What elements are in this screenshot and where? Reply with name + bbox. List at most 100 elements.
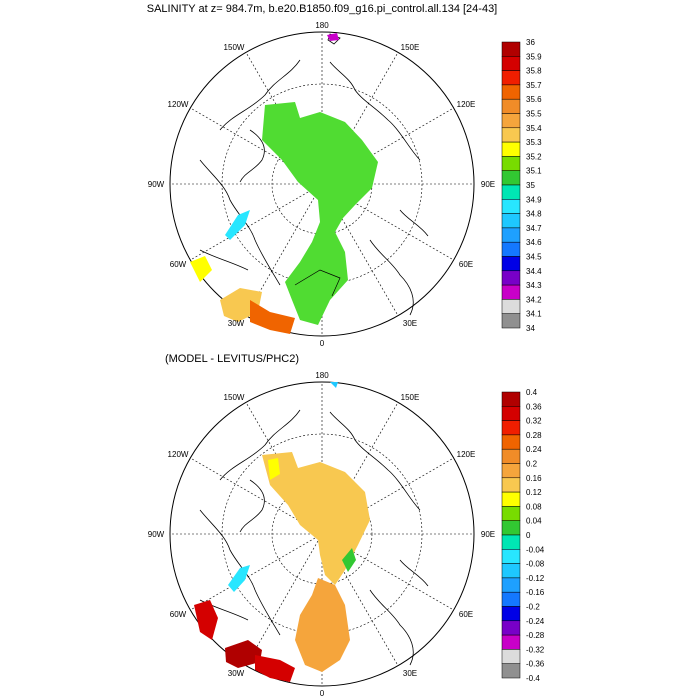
colorbar-swatch [501,127,521,143]
region-35-1-35-2 [262,102,378,325]
colorbar-swatch [501,448,521,464]
region-0-4 [225,640,262,668]
colorbar-swatch [501,534,521,550]
colorbar-label: -0.24 [526,617,545,626]
data-regions [194,382,370,682]
colorbar-swatch [501,463,521,479]
colorbar-swatch [501,170,521,186]
panel-1-title: SALINITY at z= 984.7m, b.e20.B1850.f09_g… [147,3,498,15]
colorbar-label: 35.3 [526,138,542,147]
region-35-3 [190,256,212,282]
colorbar-swatch [501,391,521,407]
lon-label: 30W [228,319,245,328]
colorbar-label: 35.6 [526,95,542,104]
colorbar-label: 0.4 [526,388,538,397]
colorbar-swatch [501,663,521,679]
lon-label: 30W [228,669,245,678]
colorbar-label: 35.8 [526,67,542,76]
lon-label: 120E [457,100,476,109]
colorbar-label: 35.4 [526,124,542,133]
lon-label: 180 [315,371,329,380]
colorbar-swatch [501,406,521,421]
colorbar-label: -0.32 [526,645,545,654]
colorbar-label: 0.24 [526,445,542,454]
polar-map-salinity: 180 150E 120E 90E 60E 30E 0 30W 60W 90W … [148,21,495,348]
lon-label: 150E [401,43,420,52]
colorbar-swatch [501,199,521,214]
polar-map-difference: 180 150E 120E 90E 60E 30E 0 30W 60W 90W … [148,371,495,698]
colorbar-label: 0.32 [526,417,542,426]
colorbar-swatch [501,41,521,57]
colorbar-swatch [501,227,521,243]
lon-label: 120W [168,450,189,459]
colorbar-label: 34.9 [526,195,542,204]
lon-label: 120E [457,450,476,459]
colorbar-label: 0 [526,531,531,540]
colorbar-label: 35 [526,181,535,190]
colorbar-label: -0.08 [526,560,545,569]
colorbar-swatch [501,98,521,114]
colorbar-swatch [501,256,521,272]
colorbar-label: 35.2 [526,152,542,161]
lon-label: 0 [320,689,325,698]
colorbar-label: 0.08 [526,502,542,511]
region-0-36 [194,600,218,640]
colorbar-swatch [501,84,521,100]
colorbar-label: 0.36 [526,402,542,411]
colorbar-swatch [501,434,521,450]
colorbar-swatch [501,284,521,300]
colorbar-swatch [501,577,521,593]
region-0-12-0-16 [262,452,370,585]
lon-label: 60W [170,610,187,619]
colorbar-swatch [501,549,521,564]
region-neg-0-04 [228,565,250,592]
region-neg-0-08 [330,382,338,388]
colorbar-label: 34 [526,324,535,333]
colorbar-label: 34.2 [526,295,542,304]
colorbar-swatch [501,491,521,507]
region-35-7 [250,300,295,334]
colorbar-label: 34.6 [526,238,542,247]
lon-label: 0 [320,339,325,348]
lon-label: 90W [148,530,165,539]
colorbar-label: -0.12 [526,574,545,583]
lon-label: 90E [481,530,495,539]
colorbar-label: 34.3 [526,281,542,290]
colorbar-swatch [501,620,521,636]
colorbar-label: -0.04 [526,545,545,554]
region-34-3 [327,33,339,41]
colorbar-salinity: 36 35.9 35.8 35.7 35.6 35.5 35.4 35.3 35.2 35.1 35… [501,38,542,333]
colorbar-label: -0.16 [526,588,545,597]
lon-label: 150W [224,393,245,402]
data-regions [190,33,378,334]
region-0-36 [255,655,295,682]
colorbar-label: 34.4 [526,267,542,276]
colorbar-label: 35.5 [526,110,542,119]
region-0-2-0-24 [295,578,350,672]
colorbar-label: 35.1 [526,167,542,176]
colorbar-swatch [501,520,521,536]
colorbar-swatch [501,141,521,157]
colorbar-swatch [501,213,521,229]
colorbar-label: 0.2 [526,460,538,469]
colorbar-label: 34.1 [526,310,542,319]
lon-label: 60E [459,610,473,619]
lon-label: 90E [481,180,495,189]
colorbar-label: 0.16 [526,474,542,483]
region-0-08-0-12 [268,458,280,480]
colorbar-swatch [501,506,521,521]
colorbar-difference: 0.4 0.36 0.32 0.28 0.24 0.2 0.16 0.12 0.08 0.04 0 -… [501,388,545,683]
colorbar-label: 35.7 [526,81,542,90]
colorbar-label: -0.2 [526,603,540,612]
colorbar-swatch [501,56,521,71]
lon-label: 90W [148,180,165,189]
lon-label: 120W [168,100,189,109]
colorbar-label: 36 [526,38,535,47]
colorbar-label: 0.04 [526,517,542,526]
lon-label: 60W [170,260,187,269]
colorbar-swatch [501,313,521,329]
panel-2-title: (MODEL - LEVITUS/PHC2) [165,353,299,365]
colorbar-label: -0.36 [526,660,545,669]
colorbar-label: 34.8 [526,210,542,219]
